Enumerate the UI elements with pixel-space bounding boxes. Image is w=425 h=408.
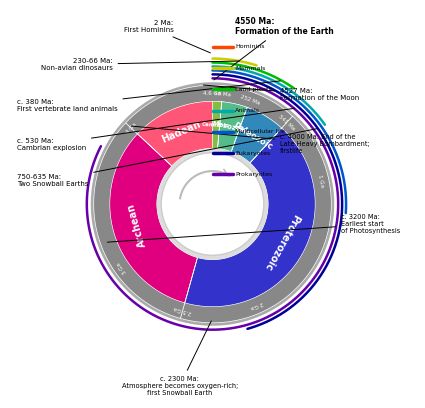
Text: 4527 Ma:
Formation of the Moon: 4527 Ma: Formation of the Moon xyxy=(203,85,359,101)
Text: Hadean: Hadean xyxy=(160,119,202,144)
Text: 750-635 Ma:
Two Snowball Earths: 750-635 Ma: Two Snowball Earths xyxy=(17,129,317,187)
Polygon shape xyxy=(94,86,331,322)
Text: Multicellular life: Multicellular life xyxy=(235,129,285,134)
Text: 230-66 Ma:
Non-avian dinosaurs: 230-66 Ma: Non-avian dinosaurs xyxy=(41,58,239,71)
Polygon shape xyxy=(212,101,282,163)
Text: 541 Ma: 541 Ma xyxy=(278,113,296,131)
Text: Proterozoic: Proterozoic xyxy=(262,212,301,272)
Text: 1 Ga: 1 Ga xyxy=(317,175,325,188)
Text: c. 2300 Ma:
Atmosphere becomes oxygen-rich;
first Snowball Earth: c. 2300 Ma: Atmosphere becomes oxygen-ri… xyxy=(122,321,238,396)
Text: Cenozoic: Cenozoic xyxy=(202,122,230,128)
Text: Hominins: Hominins xyxy=(235,44,264,49)
Text: Mesozoic: Mesozoic xyxy=(211,120,248,134)
Text: 2.5 Ga: 2.5 Ga xyxy=(173,306,192,315)
Text: 3 Ga: 3 Ga xyxy=(116,261,128,275)
Polygon shape xyxy=(185,128,315,307)
Text: c. 3200 Ma:
Earliest start
of Photosynthesis: c. 3200 Ma: Earliest start of Photosynth… xyxy=(108,214,400,242)
Text: Mammals: Mammals xyxy=(235,66,265,71)
Text: 4.6 Ga: 4.6 Ga xyxy=(203,91,221,96)
Circle shape xyxy=(157,149,268,259)
Text: 4550 Ma:
Formation of the Earth: 4550 Ma: Formation of the Earth xyxy=(214,17,334,80)
Text: c. 380 Ma:
First vertebrate land animals: c. 380 Ma: First vertebrate land animals xyxy=(17,81,280,112)
Polygon shape xyxy=(91,82,334,326)
Text: 2 Ma:
First Hominins: 2 Ma: First Hominins xyxy=(124,20,210,53)
Polygon shape xyxy=(231,107,282,163)
Text: Animals: Animals xyxy=(235,108,260,113)
Text: Archean: Archean xyxy=(125,202,147,248)
Text: 2 Ga: 2 Ga xyxy=(249,301,264,310)
Text: 66 Ma: 66 Ma xyxy=(214,91,231,97)
Text: Prokaryotes: Prokaryotes xyxy=(235,172,272,177)
Text: c. 4000 Ma: End of the
Late Heavy Bombardment;
firstlife: c. 4000 Ma: End of the Late Heavy Bombar… xyxy=(132,126,369,154)
Polygon shape xyxy=(212,101,222,149)
Polygon shape xyxy=(110,134,198,303)
Text: c. 530 Ma:
Cambrian explosion: c. 530 Ma: Cambrian explosion xyxy=(17,108,295,151)
Text: Land plants: Land plants xyxy=(235,87,272,92)
Text: Eukaryotes: Eukaryotes xyxy=(235,151,270,155)
Polygon shape xyxy=(137,101,212,166)
Text: 252 Ma: 252 Ma xyxy=(239,94,260,106)
Text: 4 Ga: 4 Ga xyxy=(125,122,138,135)
Polygon shape xyxy=(218,102,247,152)
Text: Paleozoic: Paleozoic xyxy=(232,121,275,152)
